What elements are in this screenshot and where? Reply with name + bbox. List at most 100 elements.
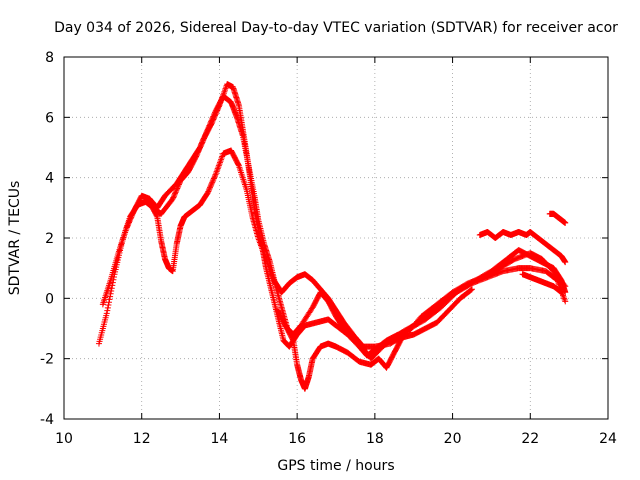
- data-point: [206, 122, 213, 129]
- data-point: [197, 143, 204, 150]
- data-point: [562, 298, 569, 305]
- data-point: [204, 127, 211, 134]
- data-point: [235, 161, 242, 168]
- x-axis-label: GPS time / hours: [277, 458, 394, 474]
- x-tick-label: 16: [288, 431, 306, 447]
- data-point: [171, 191, 178, 198]
- data-point: [104, 304, 111, 311]
- data-point: [208, 118, 215, 125]
- data-point: [197, 144, 203, 151]
- y-tick-label: 8: [45, 50, 54, 66]
- data-point: [208, 117, 215, 124]
- x-tick-label: 24: [599, 431, 617, 447]
- data-point: [203, 130, 210, 137]
- data-point: [209, 114, 216, 121]
- x-tick-label: 12: [133, 431, 151, 447]
- data-point: [124, 222, 131, 229]
- data-point: [105, 299, 112, 306]
- data-point: [558, 289, 565, 296]
- data-point: [129, 211, 136, 218]
- x-tick-label: 14: [211, 431, 229, 447]
- data-point: [289, 336, 296, 343]
- grid: [64, 57, 608, 419]
- data-point: [561, 282, 568, 289]
- data-series: [95, 81, 569, 392]
- data-point: [124, 223, 131, 230]
- data-point: [205, 188, 212, 195]
- data-point: [108, 285, 115, 292]
- data-point: [125, 220, 132, 227]
- data-point: [153, 212, 160, 219]
- data-point: [103, 310, 110, 317]
- series-line: [98, 83, 566, 357]
- data-point: [204, 189, 211, 196]
- data-point: [209, 179, 216, 186]
- data-point: [107, 293, 114, 300]
- data-point: [210, 176, 217, 183]
- data-point: [173, 188, 180, 195]
- data-point: [211, 172, 218, 179]
- data-point: [209, 116, 216, 123]
- data-point: [562, 259, 569, 266]
- y-tick-label: 6: [45, 110, 54, 126]
- data-point: [128, 213, 135, 220]
- data-point: [169, 195, 176, 202]
- data-point: [170, 193, 177, 200]
- data-point: [562, 283, 569, 290]
- series-line: [102, 95, 566, 360]
- data-point: [129, 210, 136, 217]
- data-point: [172, 190, 179, 197]
- data-point: [210, 175, 217, 182]
- y-axis-ticks: -4 -2 0 2 4 6 8: [40, 50, 608, 428]
- data-point: [205, 125, 212, 132]
- x-axis-ticks: 10 12 14 16 18 20 22 24: [55, 57, 617, 447]
- series-track-7: [519, 271, 565, 296]
- data-point: [200, 136, 207, 143]
- data-point: [210, 112, 217, 119]
- data-point: [128, 214, 135, 221]
- data-point: [201, 132, 208, 139]
- data-point: [206, 121, 213, 128]
- data-point: [210, 113, 217, 120]
- data-point: [202, 131, 209, 138]
- series-track-4: [274, 286, 475, 392]
- data-point: [170, 194, 177, 201]
- series-track-5: [476, 228, 569, 266]
- data-point: [199, 139, 206, 146]
- data-point: [203, 128, 210, 135]
- data-point: [211, 110, 218, 117]
- data-point: [123, 224, 130, 231]
- y-tick-label: -2: [40, 352, 54, 368]
- data-point: [562, 219, 569, 226]
- chart-title: Day 034 of 2026, Sidereal Day-to-day VTE…: [54, 20, 618, 36]
- data-point: [209, 178, 216, 185]
- data-point: [123, 225, 130, 232]
- data-point: [127, 215, 134, 222]
- x-tick-label: 20: [444, 431, 462, 447]
- y-tick-label: 4: [45, 171, 54, 187]
- data-point: [208, 181, 215, 188]
- data-point: [206, 184, 213, 191]
- data-point: [211, 174, 218, 181]
- data-point: [468, 286, 475, 293]
- data-point: [205, 187, 212, 194]
- series-track-1: [95, 81, 569, 359]
- x-tick-label: 18: [366, 431, 384, 447]
- y-tick-label: 0: [45, 291, 54, 307]
- data-point: [125, 219, 132, 226]
- data-point: [201, 134, 208, 141]
- data-point: [198, 141, 205, 148]
- x-tick-label: 10: [55, 431, 73, 447]
- data-point: [105, 302, 112, 309]
- data-point: [204, 126, 211, 133]
- data-point: [469, 286, 475, 293]
- data-point: [198, 140, 205, 147]
- series-track-6: [546, 210, 569, 226]
- data-point: [205, 123, 212, 130]
- data-point: [208, 180, 215, 187]
- y-tick-label: -4: [40, 412, 54, 428]
- data-point: [127, 216, 134, 223]
- data-point: [207, 119, 214, 126]
- x-tick-label: 22: [521, 431, 539, 447]
